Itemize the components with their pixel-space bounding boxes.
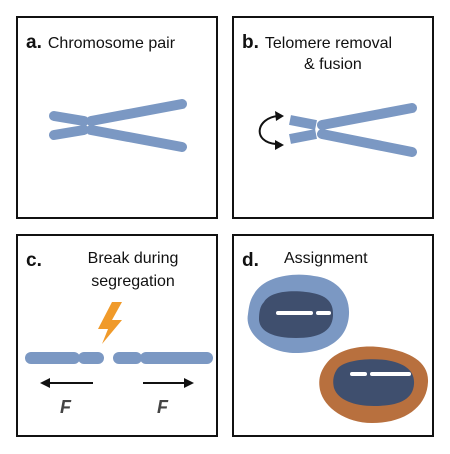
panel-c-break-segregation: c. Break during segregation F F: [16, 234, 218, 437]
panel-b-title-line1: Telomere removal: [264, 35, 393, 52]
panel-d-assignment: d. Assignment: [232, 234, 434, 437]
panel-a-title: a. Chromosome pair: [26, 32, 175, 54]
break-drawing: [25, 302, 213, 388]
force-arrowhead-right-icon: [184, 378, 194, 388]
fused-chromatid-upper-left: [289, 115, 317, 130]
chromatid-lower-right: [86, 125, 187, 152]
chromatid-upper-left: [49, 111, 89, 126]
nucleus-orange-cell: [333, 359, 415, 406]
panel-b-letter: b.: [242, 32, 259, 53]
panel-a-chromosome-pair: a. Chromosome pair: [16, 16, 218, 219]
lightning-bolt-icon: [98, 302, 122, 344]
chromosome-pair-drawing: [49, 99, 187, 152]
fusion-arrowhead-top: [275, 111, 284, 121]
panel-c-letter: c.: [26, 250, 42, 271]
panel-d-title-text: Assignment: [284, 250, 368, 267]
fused-chromatid-lower-left: [289, 129, 317, 144]
panel-c-title-line2: segregation: [91, 273, 175, 290]
panel-c-title: c.: [26, 250, 48, 272]
fused-chromatid-upper-right: [317, 103, 417, 130]
panel-b-title-line2: & fusion: [304, 56, 362, 73]
force-arrowhead-left-icon: [40, 378, 50, 388]
panel-b-title: b. Telomere removal: [242, 32, 428, 54]
panel-d-letter: d.: [242, 250, 259, 271]
chromatid-upper-right: [86, 99, 187, 126]
panel-a-title-text: Chromosome pair: [47, 35, 176, 52]
panel-d-title: d.: [242, 250, 265, 272]
panel-c-title-line1: Break during: [87, 250, 179, 267]
fusion-curved-arrow-icon: [258, 115, 279, 145]
force-label-left: F: [60, 397, 71, 417]
assignment-drawing: [247, 274, 429, 423]
panel-b-telomere-fusion: b. Telomere removal & fusion: [232, 16, 434, 219]
fusion-arrowhead-bottom: [275, 140, 284, 150]
chromatid-lower-left: [49, 125, 89, 140]
force-label-right: F: [157, 397, 168, 417]
fused-chromatid-lower-right: [317, 129, 417, 157]
panel-a-letter: a.: [26, 32, 42, 53]
fusion-drawing: [258, 103, 417, 157]
